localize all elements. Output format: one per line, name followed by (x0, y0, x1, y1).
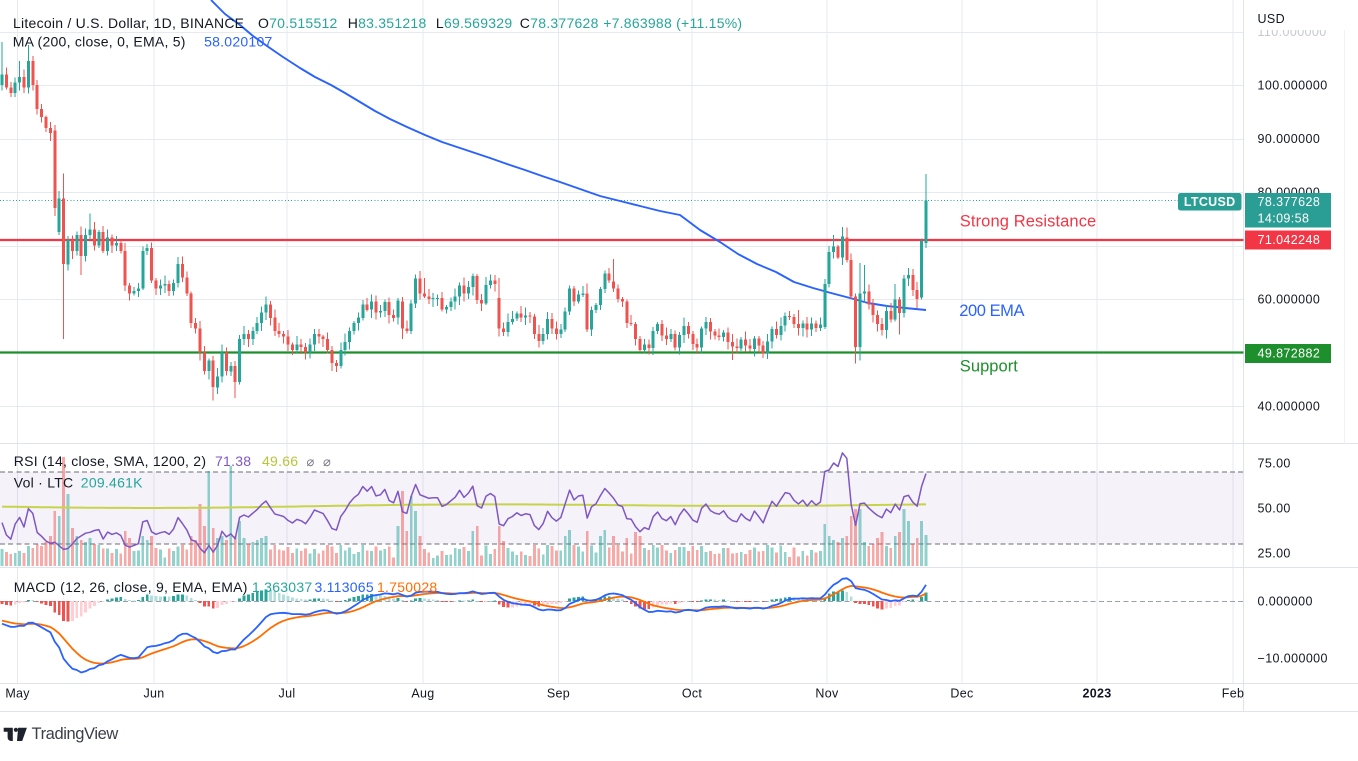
svg-text:25.00: 25.00 (1258, 547, 1291, 561)
svg-text:Oct: Oct (682, 687, 703, 701)
svg-text:71.042248: 71.042248 (1258, 233, 1321, 247)
svg-text:Jul: Jul (279, 687, 296, 701)
svg-text:49.66: 49.66 (262, 453, 298, 469)
svg-text:49.872882: 49.872882 (1258, 347, 1321, 361)
svg-text:LTCUSD: LTCUSD (1184, 195, 1236, 209)
svg-text:C78.377628: C78.377628 (520, 15, 599, 31)
svg-text:Sep: Sep (547, 687, 570, 701)
svg-text:MACD (12, 26, close, 9, EMA, E: MACD (12, 26, close, 9, EMA, EMA) (14, 579, 248, 595)
svg-text:+7.863988 (+11.15%): +7.863988 (+11.15%) (603, 15, 742, 31)
svg-text:L69.569329: L69.569329 (436, 15, 512, 31)
svg-text:TradingView: TradingView (32, 725, 119, 743)
svg-text:2023: 2023 (1082, 687, 1111, 701)
svg-text:May: May (5, 687, 30, 701)
svg-text:14:09:58: 14:09:58 (1258, 212, 1310, 226)
svg-text:Feb: Feb (1222, 687, 1244, 701)
svg-text:Aug: Aug (411, 687, 434, 701)
svg-text:Strong Resistance: Strong Resistance (960, 213, 1097, 231)
svg-text:75.00: 75.00 (1258, 457, 1291, 471)
svg-text:3.113065: 3.113065 (315, 579, 374, 595)
svg-text:90.000000: 90.000000 (1258, 132, 1321, 146)
svg-text:Dec: Dec (950, 687, 973, 701)
svg-text:Vol · LTC: Vol · LTC (14, 475, 74, 491)
svg-text:Jun: Jun (143, 687, 164, 701)
svg-text:Litecoin / U.S. Dollar, 1D, BI: Litecoin / U.S. Dollar, 1D, BINANCE (13, 15, 244, 31)
svg-text:1.363037: 1.363037 (252, 579, 312, 595)
svg-text:1.750028: 1.750028 (377, 579, 437, 595)
svg-text:Support: Support (960, 358, 1019, 376)
svg-text:Nov: Nov (815, 687, 839, 701)
svg-text:209.461K: 209.461K (81, 475, 143, 491)
svg-text:40.000000: 40.000000 (1258, 400, 1321, 414)
svg-text:60.000000: 60.000000 (1258, 293, 1321, 307)
svg-text:78.377628: 78.377628 (1258, 195, 1321, 209)
svg-text:⌀: ⌀ (307, 454, 315, 469)
svg-text:O70.515512: O70.515512 (258, 15, 338, 31)
svg-text:USD: USD (1258, 12, 1286, 26)
svg-text:−10.000000: −10.000000 (1258, 652, 1328, 666)
svg-text:H83.351218: H83.351218 (348, 15, 427, 31)
svg-text:58.020107: 58.020107 (204, 34, 272, 50)
svg-text:50.00: 50.00 (1258, 502, 1291, 516)
svg-text:71.38: 71.38 (215, 453, 251, 469)
svg-text:⌀: ⌀ (323, 454, 331, 469)
svg-text:MA (200, close, 0, EMA, 5): MA (200, close, 0, EMA, 5) (13, 34, 186, 50)
svg-text:100.000000: 100.000000 (1258, 79, 1328, 93)
svg-text:200 EMA: 200 EMA (959, 302, 1024, 320)
svg-text:RSI (14, close, SMA, 1200, 2): RSI (14, close, SMA, 1200, 2) (14, 453, 206, 469)
svg-text:0.000000: 0.000000 (1258, 595, 1313, 609)
